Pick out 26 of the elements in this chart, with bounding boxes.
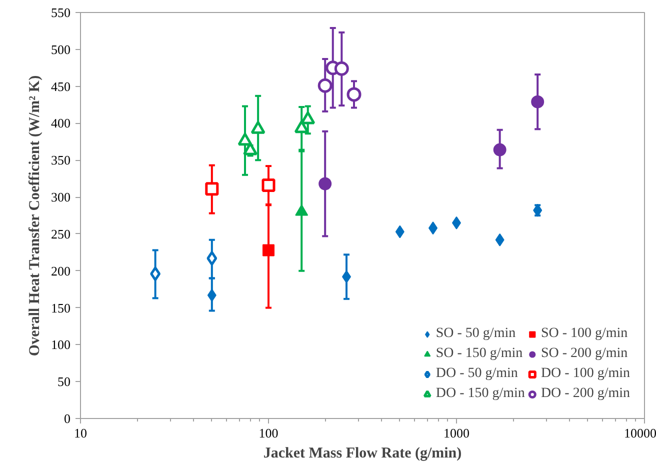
legend-label: SO - 50 g/min — [436, 326, 516, 342]
y-tick-label: 100 — [51, 337, 70, 352]
legend-label: DO - 50 g/min — [436, 366, 518, 382]
legend-label: DO - 150 g/min — [436, 386, 525, 402]
y-axis-title: Overall Heat Transfer Coefficient (W/m² K) — [27, 75, 43, 356]
y-tick-label: 550 — [51, 5, 70, 20]
x-tick-label: 100 — [258, 426, 278, 440]
legend-label: DO - 200 g/min — [540, 386, 630, 402]
y-tick-label: 500 — [51, 42, 70, 57]
legend-label: DO - 100 g/min — [540, 366, 630, 382]
y-tick-label: 300 — [51, 190, 70, 205]
x-axis-title: Jacket Mass Flow Rate (g/min) — [263, 446, 462, 462]
y-tick-label: 200 — [51, 263, 70, 278]
y-tick-label: 400 — [51, 116, 70, 131]
x-tick-label: 10000 — [624, 426, 656, 440]
y-tick-label: 350 — [51, 152, 70, 168]
legend-label: SO - 100 g/min — [540, 326, 628, 342]
legend-label: SO - 150 g/min — [436, 346, 523, 362]
legend-label: SO - 200 g/min — [540, 346, 628, 362]
y-tick-label: 50 — [58, 374, 70, 390]
y-tick-label: 250 — [51, 226, 70, 242]
y-tick-label: 0 — [64, 411, 70, 426]
x-tick-label: 1000 — [444, 426, 470, 440]
y-tick-label: 150 — [51, 300, 70, 316]
y-tick-label: 450 — [51, 78, 70, 94]
x-tick-label: 10 — [74, 426, 87, 440]
